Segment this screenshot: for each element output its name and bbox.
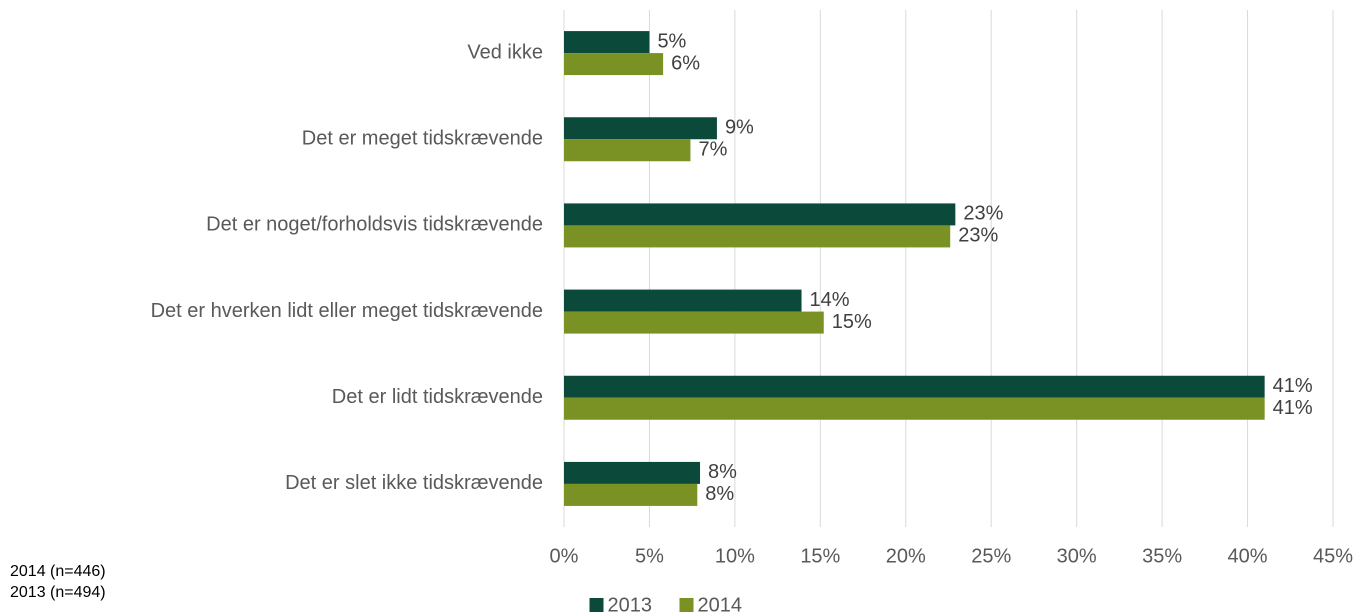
bar: [564, 461, 701, 484]
category-label: Det er noget/forholdsvis tidskrævende: [206, 214, 543, 236]
legend-label: 2014: [698, 594, 743, 616]
note: 2013 (n=494): [10, 584, 106, 601]
category-label: Det er lidt tidskrævende: [332, 386, 543, 408]
category-label: Det er hverken lidt eller meget tidskræv…: [151, 300, 543, 322]
category-label: Ved ikke: [467, 41, 543, 63]
x-tick-label: 0%: [550, 545, 579, 567]
bar: [564, 53, 664, 76]
x-tick-label: 20%: [886, 545, 926, 567]
bar: [564, 117, 717, 140]
value-label: 5%: [657, 30, 686, 52]
category-label: Det er slet ikke tidskrævende: [285, 472, 543, 494]
note: 2014 (n=446): [10, 563, 106, 580]
x-tick-label: 30%: [1057, 545, 1097, 567]
bar: [564, 311, 824, 334]
legend-label: 2013: [608, 594, 653, 616]
value-label: 41%: [1273, 397, 1313, 419]
legend-swatch: [589, 598, 604, 612]
x-tick-label: 25%: [971, 545, 1011, 567]
value-label: 41%: [1273, 375, 1313, 397]
bar: [564, 203, 956, 226]
value-label: 23%: [963, 203, 1003, 225]
value-label: 8%: [708, 461, 737, 483]
value-label: 23%: [958, 225, 998, 247]
bar: [564, 397, 1265, 420]
value-label: 6%: [671, 52, 700, 74]
bar: [564, 139, 691, 162]
bar: [564, 225, 951, 248]
x-tick-label: 45%: [1313, 545, 1353, 567]
x-tick-label: 15%: [800, 545, 840, 567]
bar: [564, 375, 1265, 398]
bar: [564, 31, 650, 54]
value-label: 9%: [725, 117, 754, 139]
value-label: 15%: [832, 311, 872, 333]
value-label: 8%: [705, 483, 734, 505]
x-tick-label: 40%: [1228, 545, 1268, 567]
category-label: Det er meget tidskrævende: [302, 128, 543, 150]
bar: [564, 289, 802, 312]
legend-swatch: [679, 598, 694, 612]
value-label: 7%: [698, 139, 727, 161]
bar: [564, 483, 698, 506]
x-tick-label: 5%: [635, 545, 664, 567]
x-tick-label: 10%: [715, 545, 755, 567]
x-tick-label: 35%: [1142, 545, 1182, 567]
value-label: 14%: [810, 289, 850, 311]
